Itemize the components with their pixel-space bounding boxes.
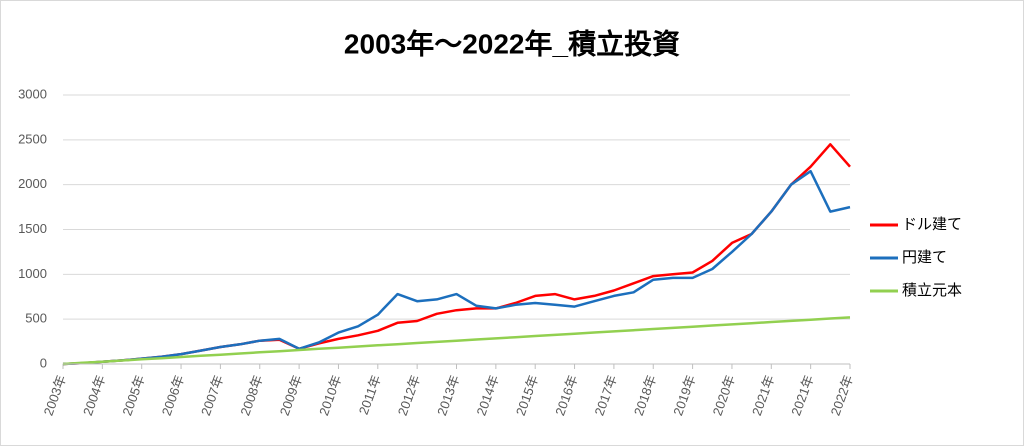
legend-label: 円建て	[902, 249, 947, 266]
y-tick-label: 2000	[18, 176, 47, 191]
series-line	[62, 169, 851, 366]
y-tick-label: 3000	[18, 86, 47, 101]
y-tick-label: 500	[25, 311, 47, 326]
legend-label: 積立元本	[902, 282, 962, 299]
series-line	[62, 316, 851, 366]
chart-title: 2003年～2022年_積立投資	[344, 27, 680, 59]
legend-label: ドル建て	[902, 216, 962, 233]
y-tick-label: 1500	[18, 221, 47, 236]
y-tick-label: 2500	[18, 131, 47, 146]
y-tick-label: 0	[40, 355, 47, 370]
y-tick-label: 1000	[18, 266, 47, 281]
